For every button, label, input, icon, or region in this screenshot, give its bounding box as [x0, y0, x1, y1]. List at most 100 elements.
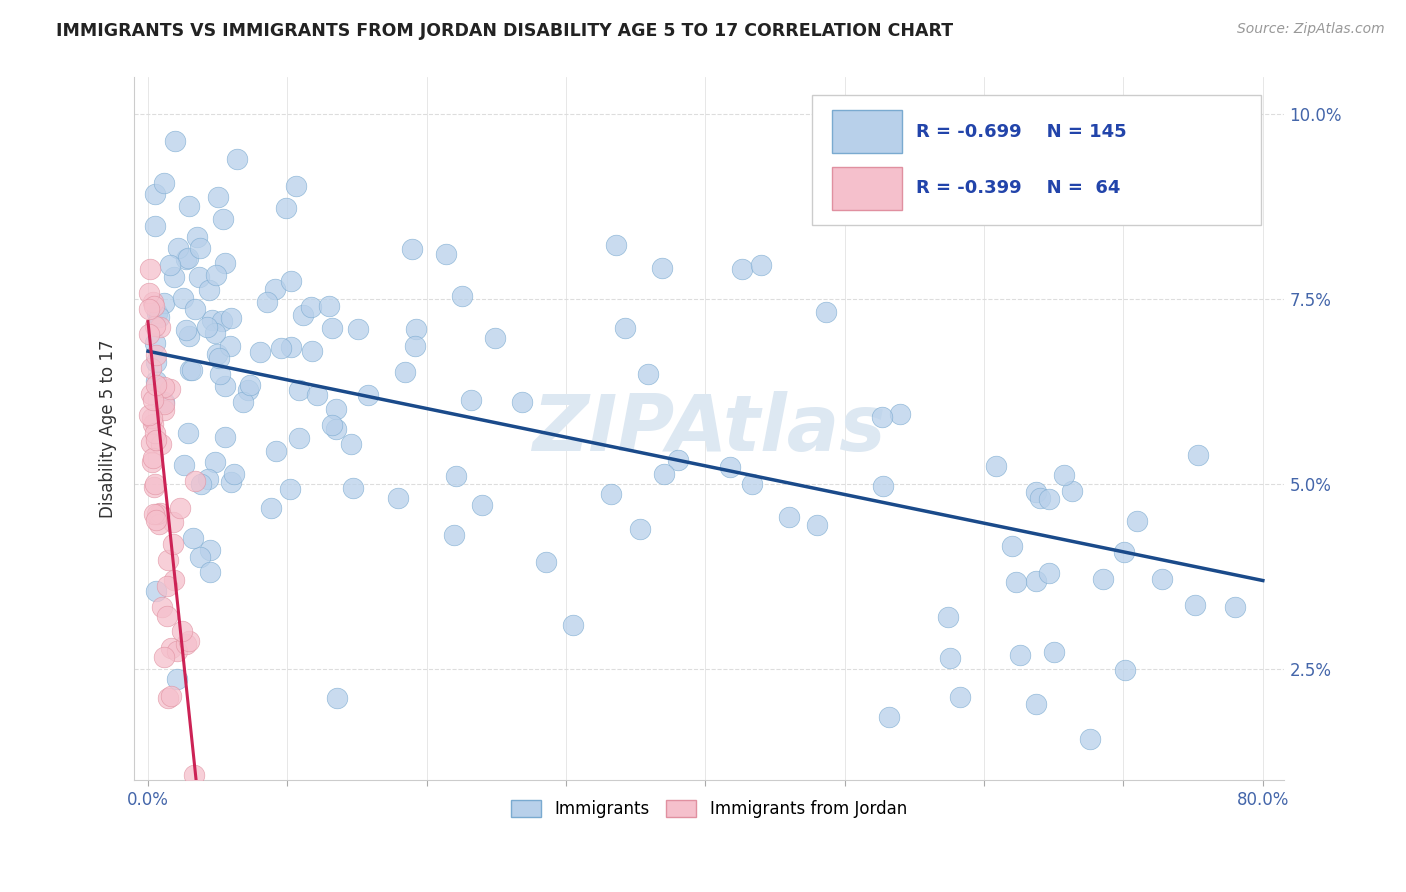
Point: [198, 283, 221, 297]
Point: [249, 344, 271, 359]
Point: [263, 282, 285, 296]
Point: [325, 422, 347, 436]
Point: [198, 566, 221, 580]
Text: IMMIGRANTS VS IMMIGRANTS FROM JORDAN DISABILITY AGE 5 TO 17 CORRELATION CHART: IMMIGRANTS VS IMMIGRANTS FROM JORDAN DIS…: [56, 22, 953, 40]
Point: [225, 810, 247, 824]
Point: [150, 599, 173, 614]
Point: [143, 186, 166, 201]
Point: [177, 251, 200, 265]
Point: [628, 522, 651, 536]
Point: [153, 403, 176, 417]
Point: [1025, 574, 1047, 588]
Point: [450, 289, 472, 303]
Point: [207, 190, 229, 204]
Point: [159, 382, 181, 396]
Point: [146, 508, 169, 522]
Point: [347, 321, 370, 335]
Point: [174, 323, 197, 337]
Point: [198, 543, 221, 558]
Point: [212, 211, 235, 226]
Point: [214, 430, 236, 444]
Point: [256, 810, 278, 824]
Point: [224, 467, 246, 481]
Point: [166, 673, 188, 687]
Point: [142, 392, 165, 407]
Point: [305, 387, 328, 401]
Point: [163, 134, 186, 148]
Point: [149, 436, 172, 450]
FancyBboxPatch shape: [832, 167, 903, 210]
Point: [731, 261, 754, 276]
Point: [148, 310, 170, 325]
Point: [201, 313, 224, 327]
Point: [141, 436, 163, 450]
Point: [162, 537, 184, 551]
Point: [188, 549, 211, 564]
Point: [1060, 483, 1083, 498]
Point: [153, 649, 176, 664]
Point: [142, 295, 165, 310]
Point: [232, 394, 254, 409]
Point: [179, 363, 201, 377]
Point: [246, 810, 269, 824]
Point: [146, 306, 169, 320]
Point: [145, 355, 167, 369]
Point: [142, 299, 165, 313]
Point: [247, 810, 270, 824]
Point: [1223, 600, 1246, 615]
Point: [145, 348, 167, 362]
Point: [1038, 491, 1060, 506]
Point: [872, 409, 894, 424]
Point: [741, 477, 763, 491]
Point: [460, 392, 482, 407]
Point: [219, 310, 242, 325]
Point: [264, 443, 287, 458]
Point: [143, 476, 166, 491]
Point: [284, 179, 307, 194]
Point: [197, 472, 219, 486]
Point: [1052, 468, 1074, 483]
Point: [1025, 698, 1047, 712]
Point: [190, 477, 212, 491]
Point: [1150, 572, 1173, 586]
Point: [1025, 484, 1047, 499]
Point: [637, 367, 659, 381]
Point: [143, 336, 166, 351]
Point: [260, 501, 283, 516]
Point: [208, 351, 231, 366]
Point: [157, 691, 180, 706]
Point: [1187, 448, 1209, 462]
Point: [187, 810, 209, 824]
Point: [143, 480, 166, 494]
Point: [142, 417, 165, 431]
Point: [718, 459, 741, 474]
Point: [145, 513, 167, 527]
Point: [153, 395, 176, 409]
Point: [214, 378, 236, 392]
Point: [249, 810, 271, 824]
Point: [138, 327, 160, 342]
Point: [250, 810, 273, 824]
Point: [162, 573, 184, 587]
Point: [949, 690, 972, 705]
Point: [145, 374, 167, 388]
Point: [340, 436, 363, 450]
Point: [219, 475, 242, 489]
Point: [153, 380, 176, 394]
Point: [879, 710, 901, 724]
Text: R = -0.399    N =  64: R = -0.399 N = 64: [915, 178, 1121, 197]
Point: [321, 321, 343, 335]
Point: [207, 347, 229, 361]
Point: [814, 305, 837, 319]
Point: [1008, 648, 1031, 662]
Point: [984, 459, 1007, 474]
FancyBboxPatch shape: [832, 111, 903, 153]
Point: [166, 644, 188, 658]
Point: [153, 396, 176, 410]
Point: [166, 242, 188, 256]
Point: [184, 474, 207, 488]
Point: [205, 268, 228, 283]
Point: [176, 426, 198, 441]
Point: [141, 455, 163, 469]
Point: [299, 300, 322, 314]
